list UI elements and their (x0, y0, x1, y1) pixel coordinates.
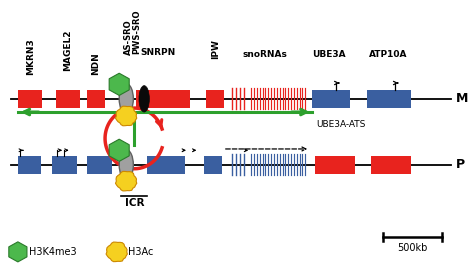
Bar (52, 156, 77, 174)
Text: ATP10A: ATP10A (369, 50, 407, 59)
Bar (55, 89, 80, 108)
Text: UBE3A-ATS: UBE3A-ATS (316, 120, 365, 129)
Polygon shape (9, 242, 27, 262)
Bar (206, 89, 224, 108)
Text: PWS-SRO: PWS-SRO (133, 9, 142, 54)
Ellipse shape (119, 84, 133, 114)
Bar (87, 89, 105, 108)
Ellipse shape (119, 150, 133, 180)
Text: AS-SRO: AS-SRO (124, 20, 133, 55)
Bar (315, 156, 355, 174)
Text: H3K4me3: H3K4me3 (29, 247, 76, 257)
Polygon shape (106, 242, 128, 262)
Bar (371, 156, 411, 174)
Polygon shape (109, 73, 129, 95)
Text: NDN: NDN (91, 52, 100, 75)
Bar (204, 156, 222, 174)
Text: M: M (456, 92, 468, 105)
Text: 500kb: 500kb (397, 243, 428, 253)
Text: MKRN3: MKRN3 (26, 38, 35, 75)
Polygon shape (116, 171, 137, 191)
Bar (87, 156, 112, 174)
Bar (136, 89, 190, 108)
Text: SNRPN: SNRPN (141, 48, 176, 57)
Text: UBE3A: UBE3A (312, 50, 346, 59)
Text: IPW: IPW (211, 39, 220, 59)
Polygon shape (116, 106, 137, 126)
Ellipse shape (139, 86, 149, 112)
Text: H3Ac: H3Ac (128, 247, 153, 257)
Bar (18, 89, 42, 108)
Bar (312, 89, 350, 108)
Text: ICR: ICR (125, 198, 144, 208)
Polygon shape (109, 139, 129, 161)
Text: MAGEL2: MAGEL2 (64, 30, 73, 71)
Bar (366, 89, 411, 108)
Text: P: P (456, 158, 465, 171)
Bar (18, 156, 40, 174)
Bar (147, 156, 185, 174)
Text: snoRNAs: snoRNAs (243, 50, 288, 59)
